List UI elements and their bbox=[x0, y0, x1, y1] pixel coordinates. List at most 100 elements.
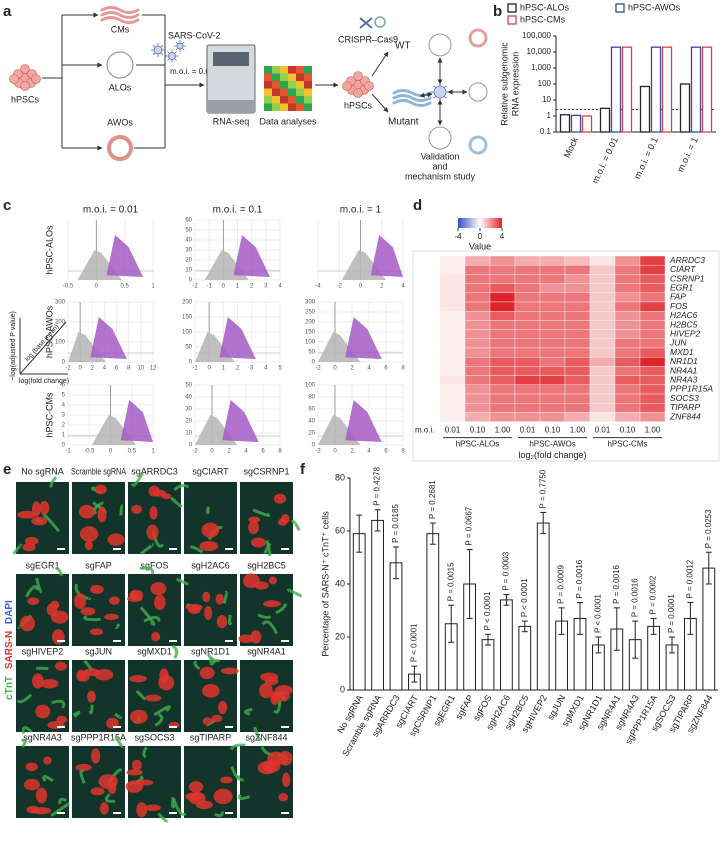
heatmap-cell bbox=[564, 357, 591, 367]
virus-spike bbox=[174, 51, 177, 54]
step-label: AWOs bbox=[107, 117, 133, 127]
row-label: FAP bbox=[670, 292, 686, 302]
cell bbox=[342, 81, 352, 91]
thumbnail-cell bbox=[288, 81, 296, 89]
green-signal bbox=[209, 657, 217, 666]
y-tick-label: 40 bbox=[308, 419, 315, 425]
heatmap-cell bbox=[464, 347, 491, 358]
heatmap-cell bbox=[464, 301, 491, 312]
image-label: sgCSRNP1 bbox=[243, 466, 289, 476]
heatmap-cell bbox=[514, 329, 541, 340]
heatmap-cell bbox=[589, 329, 616, 340]
bar bbox=[679, 83, 691, 133]
bar bbox=[639, 85, 651, 133]
p-value-label: P = 0.0001 bbox=[667, 594, 676, 633]
thumbnail-cell bbox=[280, 66, 288, 74]
red-signal bbox=[282, 772, 291, 787]
green-signal bbox=[206, 653, 221, 663]
legend-label: hPSC-ALOs bbox=[520, 2, 570, 12]
red-signal bbox=[238, 634, 254, 643]
image-label: sgJUN bbox=[85, 646, 112, 656]
thumbnail-cell bbox=[296, 103, 304, 111]
red-signal bbox=[97, 506, 107, 523]
p-value-label: P = 0.4278 bbox=[373, 466, 382, 505]
red-signal bbox=[55, 661, 67, 671]
y-tick-label: 10 bbox=[185, 431, 192, 437]
p-value-label: P = 0.0015 bbox=[446, 562, 455, 601]
legend-swatch bbox=[507, 3, 517, 13]
y-tick-label: 300 bbox=[55, 300, 66, 306]
thumbnail-cell bbox=[296, 96, 304, 104]
bar bbox=[518, 625, 532, 691]
bar bbox=[599, 107, 611, 133]
virus-spike bbox=[181, 41, 185, 45]
heatmap-cell bbox=[564, 320, 591, 330]
y-tick-label: 10 bbox=[542, 95, 551, 104]
virus-spike bbox=[175, 41, 179, 45]
heatmap-cell bbox=[439, 292, 466, 303]
red-signal bbox=[17, 510, 37, 519]
image-label: sgH2BC5 bbox=[247, 560, 286, 570]
green-signal bbox=[229, 743, 246, 751]
heatmap-cell bbox=[439, 357, 466, 367]
heatmap-cell bbox=[514, 375, 541, 386]
y-tick-label: 60 bbox=[308, 407, 315, 413]
thumbnail-cell bbox=[304, 88, 312, 96]
legend-label: hPSC-CMs bbox=[520, 14, 566, 24]
heatmap-cell bbox=[489, 375, 516, 386]
p-value-label: P = 0.0016 bbox=[612, 565, 621, 604]
axis-title: RNA expression bbox=[510, 52, 520, 117]
red-signal bbox=[243, 573, 260, 589]
red-signal bbox=[31, 516, 48, 526]
group-label: hPSC-CMs bbox=[607, 440, 647, 449]
red-signal bbox=[136, 802, 148, 818]
organoid bbox=[107, 135, 133, 161]
y-tick-label: 200 bbox=[305, 320, 316, 326]
point-cloud bbox=[222, 400, 259, 442]
heatmap-cell bbox=[464, 274, 491, 284]
channel-name: DAPI bbox=[4, 600, 15, 624]
heatmap-cell bbox=[464, 265, 491, 275]
heatmap-cell bbox=[614, 292, 641, 303]
heatmap-cell bbox=[564, 301, 591, 312]
column-label: 0.10 bbox=[470, 426, 486, 435]
red-signal bbox=[202, 591, 211, 603]
row-label: NR4A3 bbox=[670, 374, 698, 384]
y-tick-label: 30 bbox=[185, 248, 192, 254]
x-tick-label: 2 bbox=[236, 366, 240, 372]
heatmap-cell bbox=[614, 329, 641, 340]
green-signal bbox=[173, 484, 190, 492]
red-signal bbox=[132, 759, 142, 771]
x-tick-label: -4 bbox=[315, 284, 321, 290]
heatmap-cell bbox=[564, 393, 591, 404]
thumbnail-cell bbox=[288, 66, 296, 74]
colorbar-tick-label: 0 bbox=[478, 232, 483, 241]
organoid bbox=[106, 51, 134, 79]
row-label: ZNF844 bbox=[669, 411, 701, 421]
green-signal bbox=[93, 501, 104, 515]
x-tick-label: -0.5 bbox=[63, 284, 74, 290]
heatmap-cell bbox=[464, 366, 491, 376]
green-signal bbox=[42, 775, 54, 783]
bar bbox=[352, 533, 366, 691]
red-signal bbox=[215, 593, 224, 605]
heatmap-cell bbox=[464, 292, 491, 303]
heatmap-cell bbox=[639, 311, 666, 321]
column-label: 0.10 bbox=[620, 426, 636, 435]
green-signal bbox=[24, 585, 39, 598]
green-signal bbox=[153, 705, 171, 717]
heatmap-cell bbox=[639, 412, 666, 422]
virus-spike bbox=[433, 95, 437, 99]
thumbnail-cell bbox=[304, 96, 312, 104]
x-tick-label: 4 bbox=[367, 366, 371, 372]
y-tick-label: 30 bbox=[185, 407, 192, 413]
thumbnail-cell bbox=[296, 66, 304, 74]
red-signal bbox=[274, 685, 293, 696]
x-tick-label: 8 bbox=[401, 449, 405, 455]
red-signal bbox=[99, 802, 109, 815]
row-label: CIART bbox=[670, 264, 696, 274]
organoid bbox=[468, 82, 488, 102]
point-cloud bbox=[120, 400, 153, 442]
y-tick-label: 80 bbox=[308, 395, 315, 401]
cardiomyocyte bbox=[392, 99, 432, 107]
